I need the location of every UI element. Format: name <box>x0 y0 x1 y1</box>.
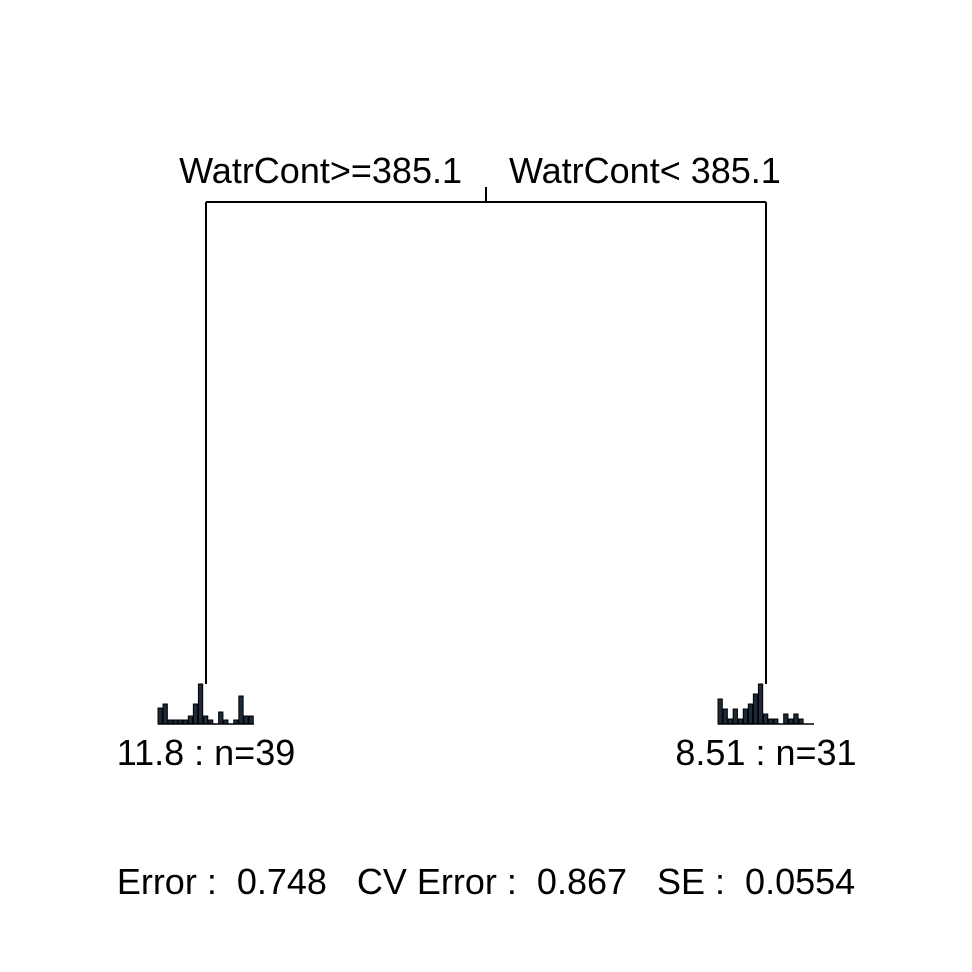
histogram-bar <box>197 683 204 725</box>
histogram-bar <box>757 683 764 725</box>
histogram-bar <box>248 715 254 725</box>
histogram-bar <box>762 713 769 725</box>
histogram-bar <box>783 713 789 725</box>
histogram-bar <box>742 708 749 725</box>
histogram-bar <box>732 708 738 725</box>
left-split-label: WatrCont>=385.1 <box>179 150 462 191</box>
right-leaf-histogram <box>717 683 814 725</box>
right-leaf-label: 8.51 : n=31 <box>675 732 856 773</box>
histogram-bar <box>187 715 194 725</box>
histogram-bar <box>717 698 723 725</box>
histogram-bar <box>202 715 209 725</box>
error-summary-text: Error : 0.748 CV Error : 0.867 SE : 0.05… <box>117 861 855 902</box>
histogram-bar <box>793 713 799 725</box>
histogram-bar <box>747 703 754 725</box>
histogram-bar <box>238 695 244 725</box>
histogram-bar <box>157 707 163 725</box>
histogram-bar <box>218 711 224 725</box>
histogram-bar <box>192 703 199 725</box>
left-leaf-histogram <box>157 683 254 725</box>
histogram-bar <box>752 693 759 725</box>
histogram-bar <box>162 703 168 725</box>
histogram-bar <box>243 715 249 725</box>
right-split-label: WatrCont< 385.1 <box>509 150 781 191</box>
histogram-bar <box>722 708 728 725</box>
left-leaf-label: 11.8 : n=39 <box>117 732 296 773</box>
